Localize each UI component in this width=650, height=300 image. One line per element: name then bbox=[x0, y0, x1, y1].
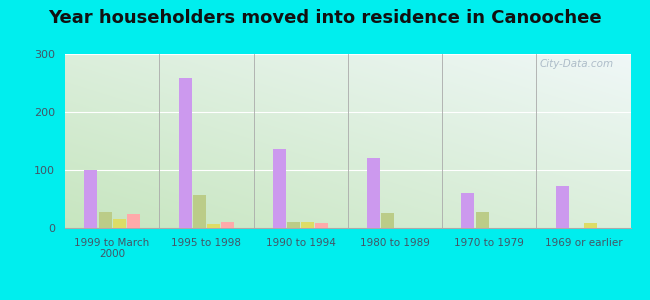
Bar bbox=[99, 212, 112, 228]
Bar bbox=[556, 186, 569, 228]
Bar bbox=[193, 195, 206, 228]
Bar bbox=[315, 223, 328, 228]
Bar bbox=[127, 214, 140, 228]
Bar bbox=[367, 158, 380, 228]
Bar bbox=[84, 170, 98, 228]
Text: Year householders moved into residence in Canoochee: Year householders moved into residence i… bbox=[48, 9, 602, 27]
Bar bbox=[207, 224, 220, 228]
Bar bbox=[273, 148, 286, 228]
Bar bbox=[179, 78, 192, 228]
Bar bbox=[287, 222, 300, 228]
Bar bbox=[221, 222, 234, 228]
Bar bbox=[301, 222, 314, 228]
Bar bbox=[584, 224, 597, 228]
Bar bbox=[462, 193, 474, 228]
Bar bbox=[476, 212, 489, 228]
Bar bbox=[112, 219, 125, 228]
Text: City-Data.com: City-Data.com bbox=[540, 59, 614, 69]
Bar bbox=[382, 213, 395, 228]
